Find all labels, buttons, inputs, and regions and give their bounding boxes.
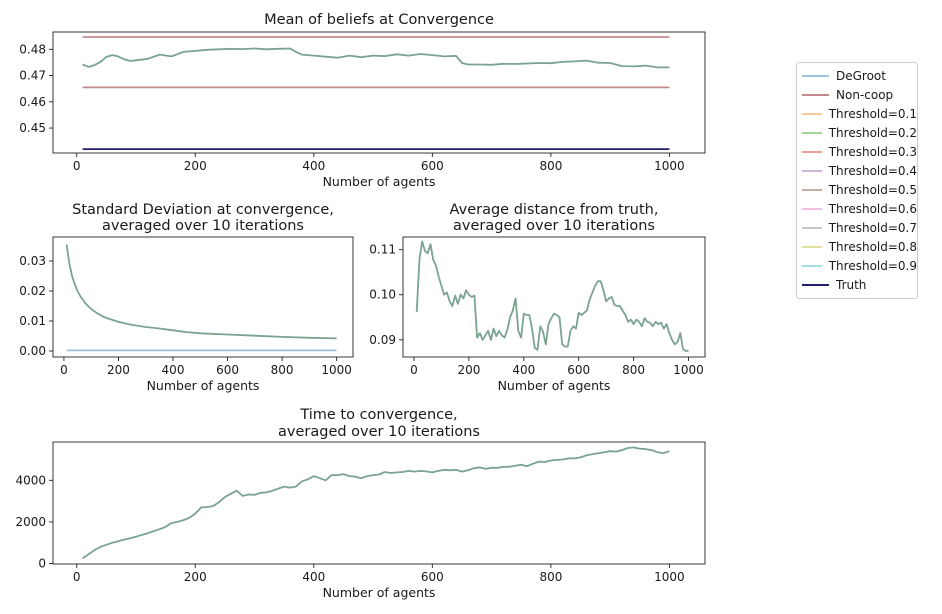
legend-item: Truth — [797, 275, 917, 294]
x-tick-label: 600 — [421, 570, 444, 584]
legend-label: Threshold=0.7 — [828, 220, 917, 235]
x-tick-label: 200 — [184, 159, 207, 173]
x-tick-label: 0 — [73, 159, 81, 173]
chart-title: averaged over 10 iterations — [278, 424, 480, 440]
chart-title: Time to convergence, — [299, 407, 457, 423]
legend-swatch — [802, 150, 822, 153]
legend-item: Non-coop — [797, 85, 917, 104]
y-tick-label: 0.10 — [369, 288, 396, 302]
legend-label: Threshold=0.5 — [828, 182, 917, 197]
legend-swatch — [802, 283, 829, 286]
y-tick-label: 0.48 — [19, 42, 46, 56]
legend-label: Truth — [836, 277, 867, 292]
legend-swatch — [802, 74, 829, 77]
x-tick-label: 400 — [302, 570, 325, 584]
chart-title: Mean of beliefs at Convergence — [264, 12, 494, 28]
legend-label: Threshold=0.3 — [828, 144, 917, 159]
x-tick-label: 1000 — [654, 570, 685, 584]
x-tick-label: 400 — [512, 363, 535, 377]
x-axis-label: Number of agents — [147, 378, 260, 393]
legend-item: Threshold=0.1 — [797, 104, 917, 123]
legend-item: Threshold=0.7 — [797, 218, 917, 237]
legend-swatch — [802, 93, 829, 96]
x-tick-label: 800 — [622, 363, 645, 377]
legend-label: DeGroot — [836, 68, 886, 83]
legend-item: Threshold=0.5 — [797, 180, 917, 199]
legend-swatch — [802, 169, 822, 172]
legend-swatch — [802, 188, 822, 191]
legend-label: Threshold=0.9 — [828, 258, 917, 273]
series-line-threshold — [82, 47, 670, 69]
legend-label: Threshold=0.8 — [828, 239, 917, 254]
legend-item: Threshold=0.4 — [797, 161, 917, 180]
x-tick-label: 1000 — [654, 159, 685, 173]
y-tick-label: 0 — [38, 557, 46, 571]
legend-label: Threshold=0.6 — [828, 201, 917, 216]
y-tick-label: 0.01 — [19, 314, 46, 328]
legend-swatch — [802, 207, 822, 210]
y-tick-label: 0.09 — [369, 333, 396, 347]
chart-title: averaged over 10 iterations — [102, 218, 304, 234]
y-tick-label: 0.46 — [19, 95, 46, 109]
series-line-threshold — [65, 244, 337, 340]
x-tick-label: 600 — [421, 159, 444, 173]
legend-swatch — [802, 226, 822, 229]
legend-item: Threshold=0.3 — [797, 142, 917, 161]
y-tick-label: 0.03 — [19, 254, 46, 268]
y-tick-label: 0.02 — [19, 284, 46, 298]
y-tick-label: 2000 — [15, 515, 46, 529]
legend-label: Threshold=0.2 — [828, 125, 917, 140]
chart-time: Time to convergence,averaged over 10 ite… — [15, 407, 706, 600]
legend-swatch — [802, 112, 822, 115]
x-tick-label: 200 — [107, 363, 130, 377]
legend-item: DeGroot — [797, 66, 917, 85]
x-tick-label: 200 — [457, 363, 480, 377]
x-tick-label: 400 — [302, 159, 325, 173]
y-tick-label: 0.47 — [19, 69, 46, 83]
series-line-threshold — [415, 240, 689, 353]
x-axis-label: Number of agents — [498, 378, 611, 393]
legend-item: Threshold=0.2 — [797, 123, 917, 142]
chart-std: Standard Deviation at convergence,averag… — [19, 202, 354, 393]
chart-title: averaged over 10 iterations — [453, 218, 655, 234]
y-tick-label: 4000 — [15, 473, 46, 487]
x-tick-label: 1000 — [673, 363, 704, 377]
legend-swatch — [802, 264, 822, 267]
chart-dist: Average distance from truth,averaged ove… — [369, 202, 706, 393]
y-tick-label: 0.11 — [369, 243, 396, 257]
plot-area — [52, 31, 706, 154]
x-tick-label: 600 — [567, 363, 590, 377]
legend-label: Threshold=0.1 — [828, 106, 917, 121]
x-tick-label: 800 — [539, 159, 562, 173]
x-tick-label: 0 — [73, 570, 81, 584]
series-line-threshold — [82, 446, 670, 560]
x-tick-label: 400 — [162, 363, 185, 377]
legend-label: Threshold=0.4 — [828, 163, 917, 178]
x-tick-label: 0 — [60, 363, 68, 377]
plot-area — [402, 236, 706, 358]
x-tick-label: 200 — [184, 570, 207, 584]
y-tick-label: 0.00 — [19, 344, 46, 358]
legend-item: Threshold=0.8 — [797, 237, 917, 256]
x-axis-label: Number of agents — [323, 585, 436, 600]
y-tick-label: 0.45 — [19, 121, 46, 135]
x-tick-label: 800 — [271, 363, 294, 377]
legend: DeGroot Non-coop Threshold=0.1 Threshold=0.… — [796, 62, 918, 299]
x-tick-label: 800 — [539, 570, 562, 584]
legend-label: Non-coop — [836, 87, 894, 102]
chart-title: Average distance from truth, — [450, 202, 659, 218]
chart-mean: Mean of beliefs at Convergence 0 200 400 600… — [19, 12, 706, 189]
plot-area — [52, 441, 706, 565]
x-axis-label: Number of agents — [323, 174, 436, 189]
plot-area — [52, 236, 354, 358]
x-tick-label: 0 — [410, 363, 418, 377]
chart-title: Standard Deviation at convergence, — [72, 202, 334, 218]
legend-swatch — [802, 245, 822, 248]
x-tick-label: 1000 — [321, 363, 352, 377]
legend-item: Threshold=0.9 — [797, 256, 917, 275]
x-tick-label: 600 — [216, 363, 239, 377]
legend-swatch — [802, 131, 822, 134]
legend-item: Threshold=0.6 — [797, 199, 917, 218]
